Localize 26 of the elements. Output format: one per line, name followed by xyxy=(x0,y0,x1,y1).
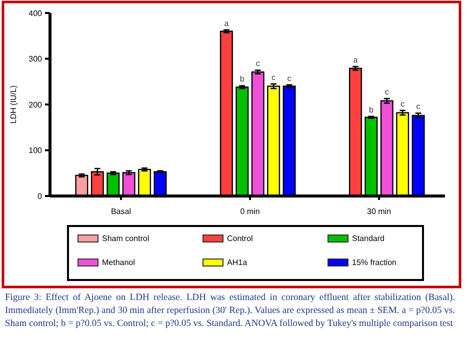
y-tick-label: 0 xyxy=(38,192,43,201)
legend-label: AH1a xyxy=(227,258,248,267)
x-tick-label: 30 min xyxy=(367,207,392,216)
data-label: a xyxy=(353,56,358,65)
x-tick-label: Basal xyxy=(110,207,132,216)
x-tick-label: 0 min xyxy=(240,207,260,216)
data-label: c xyxy=(287,74,292,83)
legend-label: 15% fraction xyxy=(352,258,396,267)
y-tick-label: 300 xyxy=(28,54,43,64)
data-label: b xyxy=(368,105,374,114)
y-tick-label: 200 xyxy=(28,100,43,110)
data-label: c xyxy=(272,72,276,82)
y-tick-label: 400 xyxy=(28,8,43,18)
data-label: b xyxy=(240,74,245,84)
y-axis-title: LDH (IU/L) xyxy=(9,85,18,124)
legend-label: Methanol xyxy=(102,258,136,267)
legend-label: Sham control xyxy=(102,234,150,243)
y-tick-label: 100 xyxy=(28,146,43,156)
data-label: c xyxy=(416,102,420,112)
legend-label: Standard xyxy=(352,234,384,243)
legend-label: Control xyxy=(227,234,254,243)
data-label: c xyxy=(256,59,260,68)
caption: Figure 3: Effect of Ajoene on LDH release. LDH was estimated in coronary effluent after stabilization (Basal). Immediately (Imm'Rep.) and 30 min after reperfusion (30' Rep.). Values are expressed as mean ± SEM. a = p?0.05 vs. Sham control; b = p?0.05 vs. Control; c = p?0.05 vs. Standard. ANOVA followed by Tukey's multiple comparison test xyxy=(4,292,456,331)
data-label: c xyxy=(400,99,405,108)
data-label: c xyxy=(384,88,389,97)
data-label: a xyxy=(224,18,230,28)
